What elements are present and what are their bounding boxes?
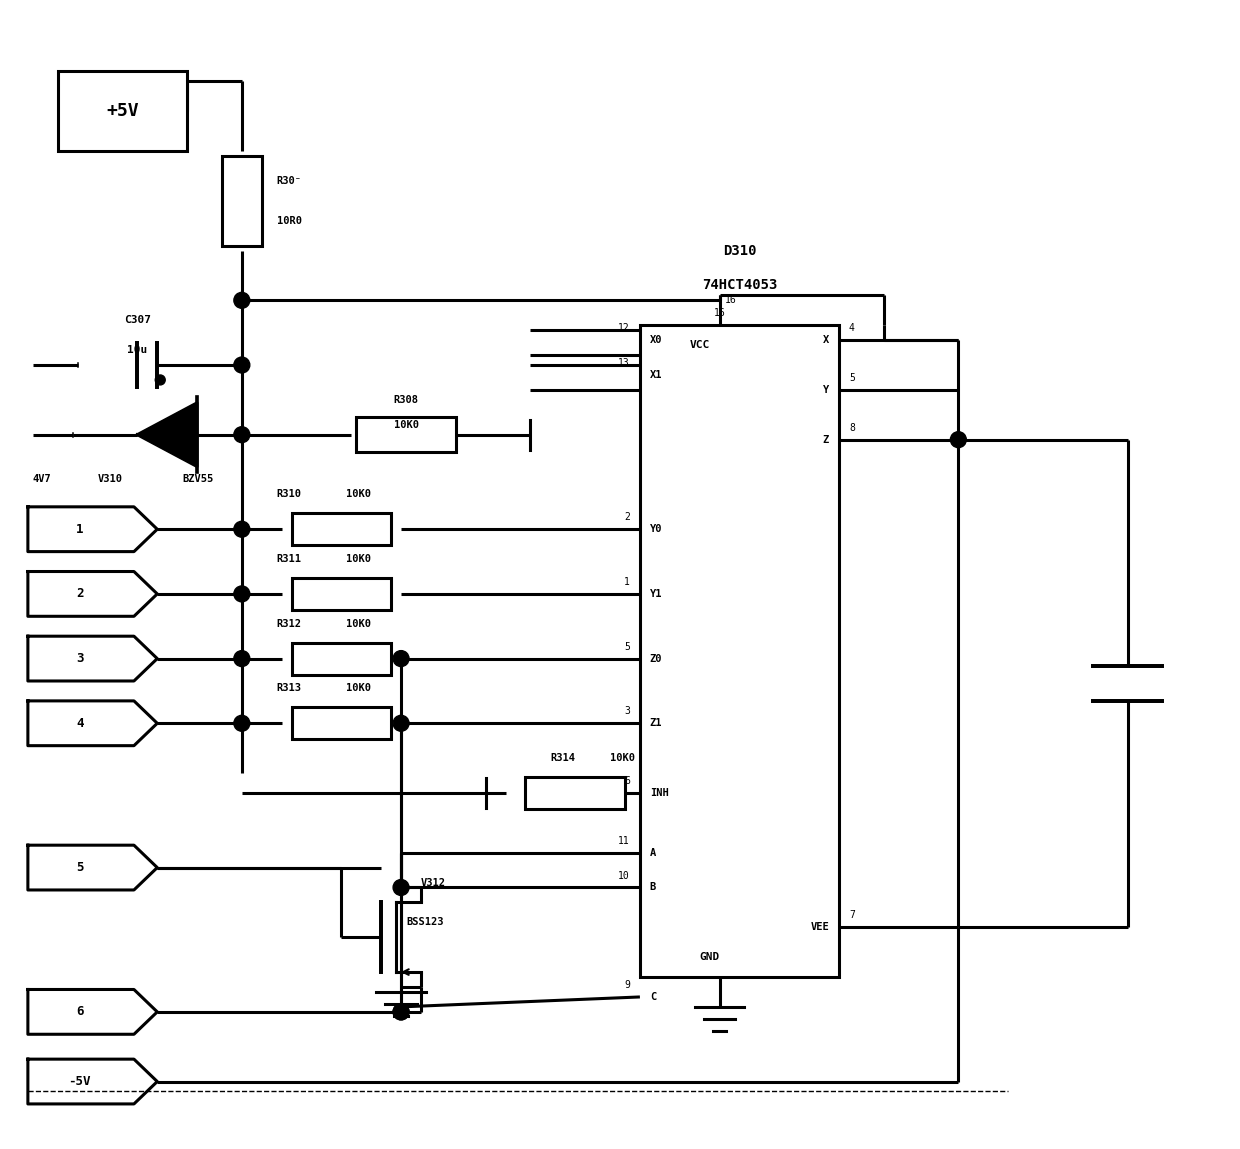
Text: 10R0: 10R0 [277, 216, 301, 225]
Text: 5: 5 [849, 373, 854, 383]
Text: 1: 1 [76, 523, 83, 535]
Text: 4: 4 [849, 323, 854, 333]
Text: 10K0: 10K0 [346, 619, 371, 629]
Text: R313: R313 [277, 684, 301, 694]
Text: V312: V312 [420, 878, 446, 887]
Circle shape [393, 1004, 409, 1020]
Text: Y0: Y0 [650, 524, 662, 534]
Text: BZV55: BZV55 [182, 475, 213, 485]
Text: 6: 6 [76, 1005, 83, 1018]
Text: 13: 13 [619, 358, 630, 368]
Text: 10u: 10u [128, 345, 148, 355]
Text: 4: 4 [76, 717, 83, 730]
Text: D310: D310 [723, 244, 756, 257]
Circle shape [234, 522, 249, 538]
Text: 7: 7 [849, 910, 854, 920]
Text: Z1: Z1 [650, 718, 662, 728]
Text: R311: R311 [277, 554, 301, 564]
Text: 11: 11 [619, 835, 630, 846]
Text: Z: Z [822, 434, 830, 445]
Circle shape [393, 650, 409, 666]
Text: R314: R314 [551, 753, 575, 763]
Text: 16: 16 [724, 295, 737, 306]
Text: 5: 5 [624, 641, 630, 651]
Text: R308: R308 [393, 395, 419, 404]
Text: X0: X0 [650, 336, 662, 345]
Text: BSS123: BSS123 [405, 917, 444, 927]
Polygon shape [138, 403, 197, 466]
Text: B: B [650, 882, 656, 893]
Text: 8: 8 [849, 423, 854, 433]
Bar [58, 71, 187, 151]
Text: A: A [650, 848, 656, 857]
Text: R30⁻: R30⁻ [277, 176, 301, 186]
Circle shape [234, 586, 249, 602]
Text: 12: 12 [619, 323, 630, 333]
Text: 10K0: 10K0 [346, 554, 371, 564]
Circle shape [234, 650, 249, 666]
Text: 4V7: 4V7 [32, 475, 52, 485]
Text: 9: 9 [624, 980, 630, 990]
Text: 10K0: 10K0 [346, 684, 371, 694]
Text: R312: R312 [277, 619, 301, 629]
Bar [291, 514, 391, 545]
Text: R310: R310 [277, 489, 301, 500]
Text: X1: X1 [650, 370, 662, 380]
Text: VCC: VCC [689, 340, 711, 350]
Circle shape [393, 879, 409, 895]
Text: -5V: -5V [68, 1075, 91, 1088]
Circle shape [393, 1004, 409, 1020]
Bar [222, 156, 262, 246]
Circle shape [950, 432, 966, 448]
Bar [291, 578, 391, 610]
Text: X: X [822, 336, 830, 345]
Circle shape [234, 292, 249, 308]
Bar [291, 642, 391, 674]
Text: 10K0: 10K0 [610, 753, 635, 763]
Text: INH: INH [650, 788, 668, 797]
Text: 6: 6 [624, 776, 630, 786]
Text: Y1: Y1 [650, 589, 662, 599]
Circle shape [393, 716, 409, 731]
Text: 1: 1 [624, 577, 630, 587]
Text: +5V: +5V [107, 102, 139, 121]
Bar [526, 777, 625, 809]
Text: Z0: Z0 [650, 654, 662, 664]
Bar [640, 325, 839, 977]
Text: 3: 3 [76, 653, 83, 665]
Text: 2: 2 [624, 512, 630, 523]
Circle shape [234, 357, 249, 373]
Text: 74HCT4053: 74HCT4053 [702, 278, 777, 292]
Text: VEE: VEE [810, 923, 830, 932]
Text: C307: C307 [124, 315, 151, 325]
Bar [291, 708, 391, 739]
Text: V310: V310 [98, 475, 123, 485]
Text: 16: 16 [714, 308, 725, 318]
Text: 2: 2 [76, 587, 83, 601]
Circle shape [234, 716, 249, 731]
Text: Y: Y [822, 385, 830, 395]
Circle shape [234, 426, 249, 442]
Text: 5: 5 [76, 861, 83, 874]
Text: GND: GND [699, 953, 720, 962]
Text: 10K0: 10K0 [393, 419, 419, 430]
Text: C: C [650, 992, 656, 1002]
Circle shape [155, 375, 165, 385]
Text: 10: 10 [619, 871, 630, 880]
Bar [356, 417, 456, 452]
Text: 3: 3 [624, 707, 630, 716]
Text: 10K0: 10K0 [346, 489, 371, 500]
